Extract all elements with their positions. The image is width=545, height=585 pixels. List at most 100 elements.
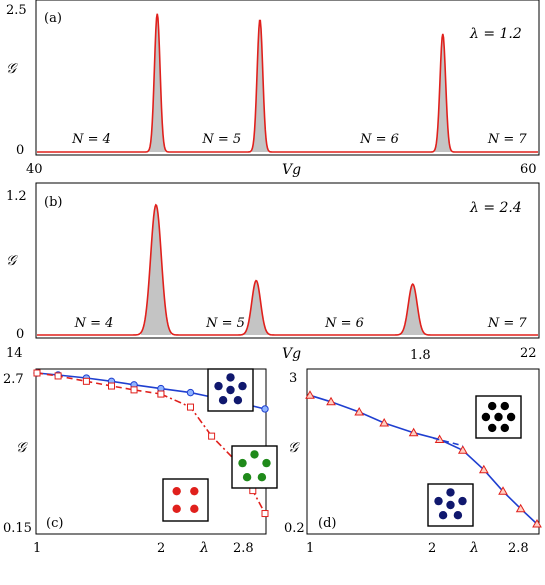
- panel-d-label: (d): [318, 516, 336, 531]
- d-point: [408, 427, 419, 437]
- c-series-line-2: [36, 372, 162, 395]
- c-inset-1-dot: [238, 381, 247, 391]
- region-label-2: N = 5: [205, 316, 245, 331]
- c-series-line-3: [160, 393, 266, 514]
- panel-c-label: (c): [46, 516, 63, 531]
- panel-b-ytick-top: 1.2: [6, 189, 27, 204]
- panel-c-ytick-top: 2.7: [3, 372, 24, 387]
- d-point: [326, 396, 336, 406]
- panel-a-xlabel: Vg: [282, 162, 301, 178]
- c-inset-1-dot: [226, 373, 235, 382]
- c-inset-1-frame: [207, 368, 254, 412]
- panel-b-frame: [35, 182, 540, 339]
- panel-b-region-labels: N = 4 N = 5 N = 6 N = 7: [74, 316, 528, 331]
- panel-c-xlabel: λ: [199, 540, 209, 556]
- c-point: [208, 432, 216, 440]
- d-point: [354, 407, 365, 416]
- d-inset-2: [427, 483, 474, 527]
- region-label-1: N = 4: [71, 132, 111, 147]
- panel-c-insets: [162, 368, 278, 522]
- c-point: [261, 510, 269, 518]
- region-label-2: N = 5: [201, 132, 241, 147]
- conductance-curve: [37, 203, 538, 336]
- d-series-line-2: [433, 437, 464, 447]
- region-label-4: N = 7: [487, 132, 528, 147]
- panel-b-annotation: λ = 2.4: [469, 200, 522, 216]
- d-inset-1-dot: [481, 412, 491, 422]
- d-point: [478, 464, 489, 474]
- d-inset-2-dot: [458, 496, 467, 506]
- panel-c-ytick-bottom: 0.15: [3, 521, 32, 536]
- panel-b-label: (b): [44, 195, 62, 210]
- c-point: [82, 377, 90, 385]
- d-point: [379, 418, 390, 427]
- panel-d-xtick-2: 2: [428, 541, 436, 556]
- peak-fill-2: [243, 280, 269, 335]
- d-inset-2-dot: [434, 496, 443, 506]
- c-point: [157, 390, 165, 398]
- d-inset-1-dot: [500, 423, 509, 433]
- panel-d-ytick-bottom: 0.2: [284, 521, 305, 536]
- d-inset-2-dot: [438, 510, 448, 520]
- region-label-3: N = 6: [324, 316, 364, 331]
- panel-d-xtick-3: 2.8: [508, 541, 529, 556]
- panel-b-xtick-right: 22: [520, 346, 537, 361]
- d-inset-1-dot: [494, 412, 503, 422]
- c-point: [130, 386, 138, 394]
- c-point: [261, 405, 269, 413]
- panel-a-xtick-left: 40: [26, 162, 43, 177]
- d-inset-2-dot: [453, 510, 463, 520]
- panel-d-ytick-top: 3: [289, 371, 297, 386]
- panel-a-ylabel: 𝒢: [6, 61, 18, 77]
- c-inset-1: [207, 368, 254, 412]
- panel-b-xlabel: Vg: [282, 346, 301, 362]
- panel-a-ytick-bottom: 0: [16, 143, 24, 158]
- panel-a-region-labels: N = 4 N = 5 N = 6 N = 7: [71, 132, 527, 147]
- panel-a-ytick-top: 2.5: [6, 3, 27, 18]
- d-point: [457, 445, 468, 454]
- c-point: [186, 388, 195, 397]
- panel-a-label: (a): [44, 11, 62, 26]
- c-inset-2: [231, 445, 278, 489]
- c-point: [54, 372, 62, 380]
- d-inset-1-dot: [488, 423, 497, 433]
- panel-d-insets: [427, 395, 522, 527]
- c-inset-1-dot: [214, 381, 223, 391]
- panel-a-xtick-right: 60: [520, 162, 537, 177]
- d-inset-1: [475, 395, 522, 439]
- panel-a-annotation: λ = 1.2: [469, 26, 522, 42]
- conductance-curve: [37, 13, 538, 153]
- region-label-3: N = 6: [359, 132, 399, 147]
- panel-d-ylabel: 𝒢: [288, 440, 300, 456]
- panel-d-frame: [306, 368, 540, 535]
- d-point: [532, 518, 542, 528]
- panel-d-xlabel: λ: [469, 540, 479, 556]
- c-inset-2-dot: [250, 450, 259, 459]
- panel-d-series: [305, 390, 542, 528]
- c-inset-3-dot: [172, 504, 181, 514]
- d-inset-1-dot: [488, 401, 497, 411]
- c-inset-2-dot: [238, 458, 247, 468]
- panel-c-xtick-3: 2.8: [233, 541, 254, 556]
- panel-c-xtick-2: 2: [157, 541, 165, 556]
- d-inset-2-dot: [446, 500, 455, 510]
- panel-b-ytick-bottom: 0: [16, 327, 24, 342]
- panel-d-xtick-1: 1: [306, 541, 314, 556]
- panel-c-ylabel: 𝒢: [16, 440, 28, 456]
- d-inset-2-dot: [446, 488, 455, 497]
- peak-fill-1: [140, 204, 172, 335]
- region-label-4: N = 7: [487, 316, 528, 331]
- c-inset-3-dot: [190, 504, 199, 514]
- c-point: [186, 403, 194, 411]
- d-inset-1-dot: [506, 412, 516, 422]
- c-inset-2-dot: [242, 472, 252, 482]
- panel-c-series: [33, 369, 269, 518]
- c-inset-3-dot: [172, 486, 181, 496]
- c-inset-3-dot: [190, 486, 199, 496]
- c-inset-1-dot: [233, 395, 243, 405]
- panel-d: (d) 𝒢 3 0.2 1 2 2.8 λ 1.8: [284, 348, 542, 556]
- panel-b-peaks: [37, 203, 538, 336]
